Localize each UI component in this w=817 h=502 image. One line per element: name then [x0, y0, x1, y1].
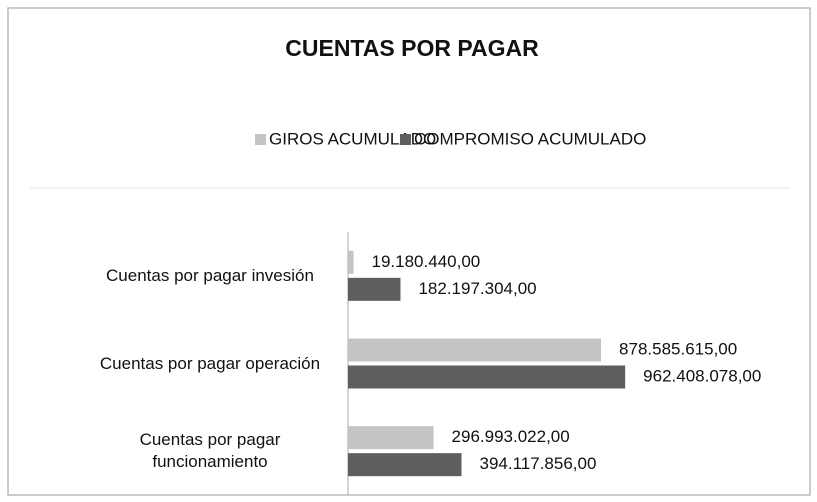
bar — [348, 426, 434, 450]
legend-label: COMPROMISO ACUMULADO — [414, 129, 646, 148]
legend-swatch — [255, 134, 266, 145]
value-label: 878.585.615,00 — [619, 339, 737, 358]
chart-frame — [7, 7, 811, 496]
category-label: Cuentas por pagar invesión — [106, 265, 314, 285]
bar — [348, 250, 354, 274]
bar — [348, 338, 602, 362]
value-label: 19.180.440,00 — [372, 252, 481, 271]
category-label: Cuentas por pagar funcionamiento — [139, 430, 281, 472]
bar — [348, 365, 626, 389]
bar — [348, 453, 462, 477]
category-label: Cuentas por pagar operación — [99, 353, 321, 373]
legend-label: GIROS ACUMULADO — [269, 129, 436, 148]
value-label: 962.408.078,00 — [643, 366, 761, 385]
value-label: 296.993.022,00 — [452, 427, 570, 446]
value-label: 394.117.856,00 — [480, 454, 597, 473]
value-label: 182.197.304,00 — [418, 279, 536, 298]
bar — [348, 277, 401, 301]
legend-swatch — [400, 134, 411, 145]
chart-title: CUENTAS POR PAGAR — [285, 35, 539, 61]
